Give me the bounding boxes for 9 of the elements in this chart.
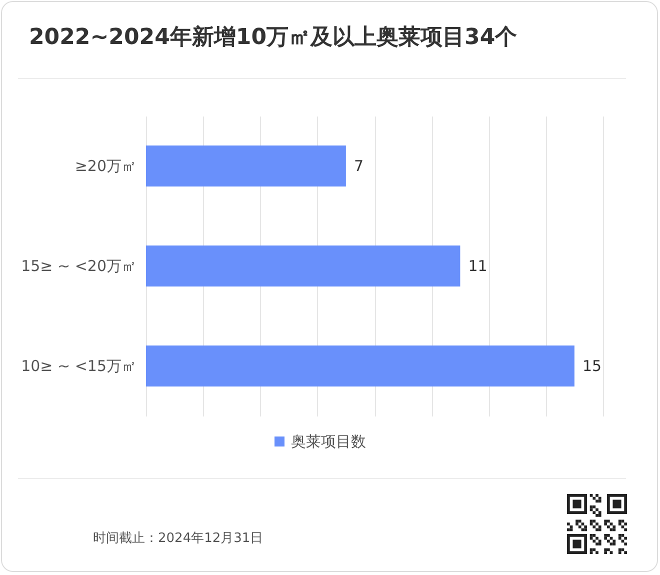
data-label: 7: [354, 157, 364, 175]
y-tick-label: ≥20万㎡: [74, 157, 136, 175]
legend-label: 奥莱项目数: [291, 432, 366, 450]
data-label: 15: [582, 357, 602, 375]
text: 时间截止：2024年12月31日: [93, 530, 264, 547]
y-tick-label: 15≥ ~ <20万㎡: [21, 257, 136, 275]
data-label: 11: [468, 257, 488, 275]
y-tick-label: 10≥ ~ <15万㎡: [21, 357, 136, 375]
chart-title: 2022~2024年新增10万㎡及以上奥莱项目34个: [29, 24, 518, 52]
